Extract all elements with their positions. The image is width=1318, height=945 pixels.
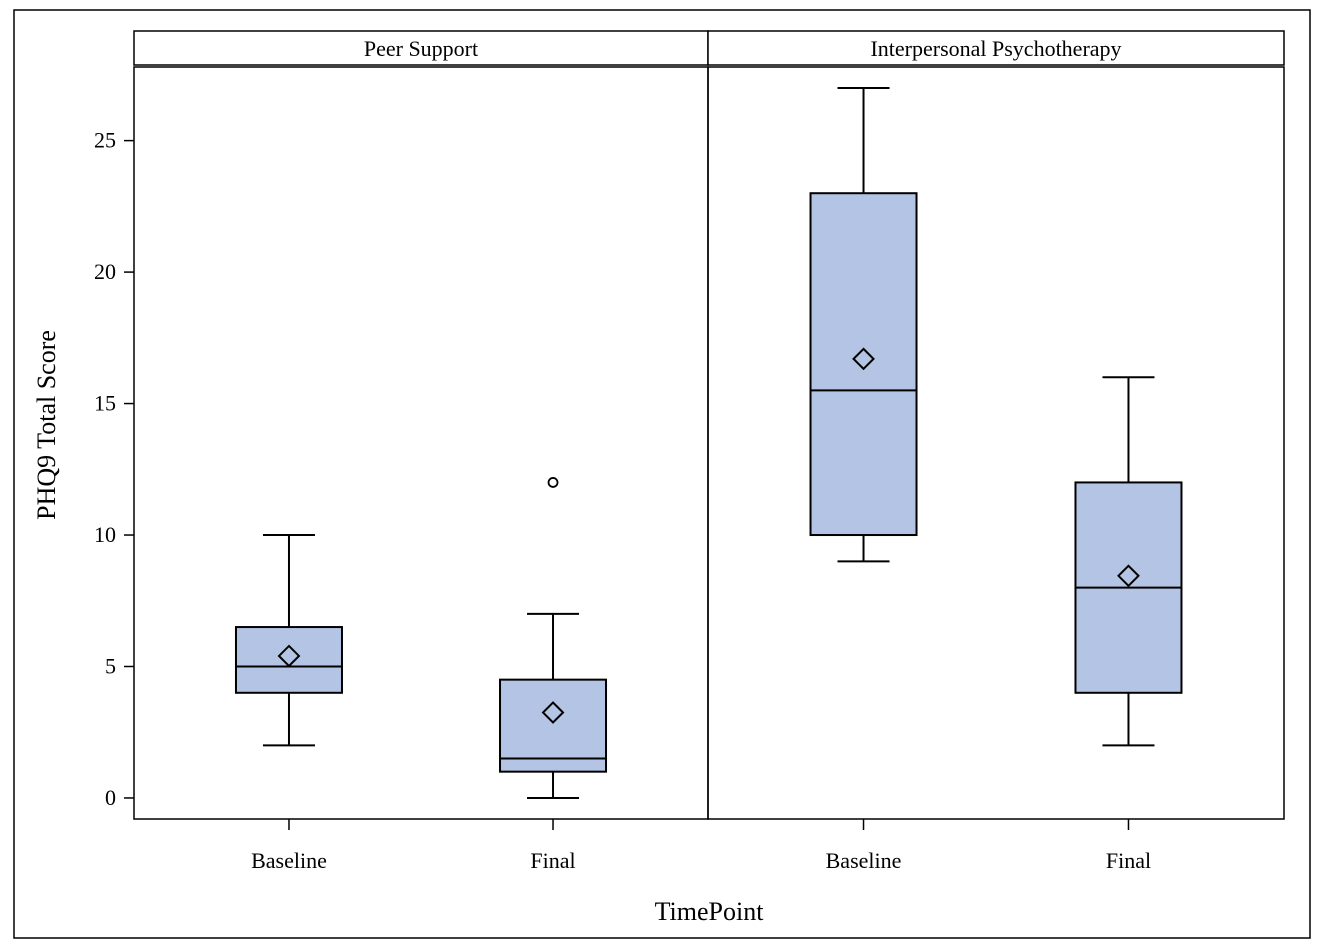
panel-strip-1 xyxy=(133,30,709,66)
box-p1-final xyxy=(499,678,608,773)
box-p1-baseline xyxy=(234,626,343,694)
y-tick-label-3: 15 xyxy=(94,391,116,416)
mean-marker-p2-final xyxy=(1117,564,1140,588)
x-tick-label-p2-baseline: Baseline xyxy=(826,848,902,873)
x-axis-title: TimePoint xyxy=(655,897,765,926)
mean-marker-p2-baseline xyxy=(852,347,875,371)
y-tick-label-1: 5 xyxy=(105,653,116,678)
figure-frame xyxy=(13,9,1311,939)
panel-strip-2 xyxy=(707,30,1285,66)
x-tick-label-p2-final: Final xyxy=(1106,848,1151,873)
panel-frame-1 xyxy=(133,66,709,820)
mean-marker-p1-final xyxy=(541,701,565,724)
panel-title-1: Peer Support xyxy=(364,36,478,61)
outlier-p1-final-0 xyxy=(547,477,559,488)
panel-frame-2 xyxy=(707,66,1285,820)
mean-marker-p1-baseline xyxy=(277,644,301,668)
y-tick-label-4: 20 xyxy=(94,259,116,284)
y-tick-label-0: 0 xyxy=(105,785,116,810)
y-tick-label-2: 10 xyxy=(94,522,116,547)
y-axis-title: PHQ9 Total Score xyxy=(32,330,61,520)
box-p2-baseline xyxy=(809,192,918,537)
x-tick-label-p1-baseline: Baseline xyxy=(251,848,327,873)
panel-title-2: Interpersonal Psychotherapy xyxy=(870,36,1121,61)
y-tick-label-5: 25 xyxy=(94,128,116,153)
plot-layer: 0 5 10 15 20 25 Baseline Final Baseline Final xyxy=(94,87,1183,873)
x-tick-label-p1-final: Final xyxy=(530,848,575,873)
